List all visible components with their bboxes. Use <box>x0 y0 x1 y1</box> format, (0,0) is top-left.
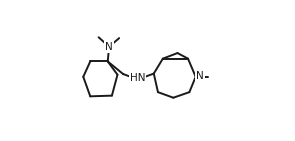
Text: HN: HN <box>130 73 145 83</box>
Text: N: N <box>105 42 113 52</box>
Text: N: N <box>196 71 204 81</box>
